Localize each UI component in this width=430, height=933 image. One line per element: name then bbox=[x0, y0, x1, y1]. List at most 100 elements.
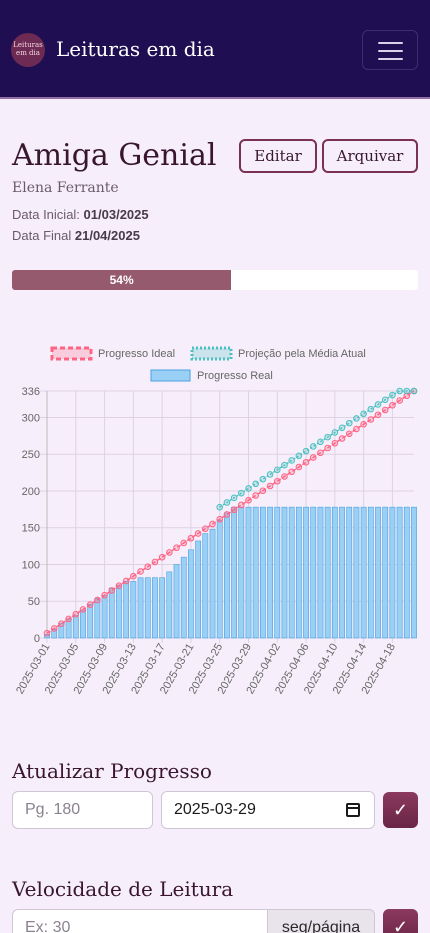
end-date-line: Data Final 21/04/2025 bbox=[12, 228, 140, 243]
point-progresso-ideal bbox=[72, 610, 80, 618]
point-progresso-ideal bbox=[324, 444, 331, 452]
point-progresso-ideal bbox=[288, 468, 295, 476]
point-projecao-media bbox=[403, 387, 411, 395]
point-projecao-media bbox=[374, 401, 382, 408]
bar-progresso-real bbox=[216, 520, 223, 639]
point-progresso-ideal bbox=[345, 430, 353, 438]
bar-progresso-real bbox=[360, 506, 367, 639]
start-date-line: Data Inicial: 01/03/2025 bbox=[12, 207, 149, 222]
point-projecao-media bbox=[410, 387, 418, 395]
point-projecao-media bbox=[396, 387, 403, 395]
bar-progresso-real bbox=[58, 622, 65, 639]
bar-progresso-real bbox=[382, 506, 389, 639]
point-progresso-ideal bbox=[360, 420, 367, 428]
bar-progresso-real bbox=[288, 506, 295, 639]
brand-title[interactable]: Leituras em dia bbox=[56, 37, 215, 61]
bar-progresso-real bbox=[331, 506, 338, 639]
point-progresso-ideal bbox=[230, 506, 238, 514]
point-progresso-ideal bbox=[309, 454, 317, 461]
point-progresso-ideal bbox=[295, 463, 303, 471]
speed-input[interactable]: Ex: 30 bbox=[12, 909, 268, 933]
update-progress-submit-button[interactable]: ✓ bbox=[383, 792, 418, 828]
point-progresso-ideal bbox=[273, 477, 281, 485]
point-progresso-ideal bbox=[108, 587, 116, 594]
bar-progresso-real bbox=[195, 540, 202, 639]
page-input[interactable]: Pg. 180 bbox=[12, 791, 153, 829]
bar-progresso-real bbox=[259, 506, 266, 639]
legend-label-real: Progresso Real bbox=[197, 370, 273, 382]
speed-submit-button[interactable]: ✓ bbox=[383, 909, 418, 933]
point-projecao-media bbox=[302, 447, 310, 455]
bar-progresso-real bbox=[159, 577, 166, 639]
point-progresso-ideal bbox=[115, 582, 123, 590]
point-progresso-ideal bbox=[367, 416, 375, 423]
navbar: Leituras em dia Leituras em dia bbox=[0, 0, 430, 99]
bar-progresso-real bbox=[339, 506, 345, 639]
point-projecao-media bbox=[216, 503, 224, 511]
edit-button[interactable]: Editar bbox=[239, 139, 317, 173]
point-projecao-media bbox=[245, 485, 252, 492]
bar-progresso-real bbox=[303, 506, 309, 639]
point-projecao-media bbox=[381, 396, 389, 404]
point-projecao-media bbox=[230, 494, 238, 502]
legend-swatch-projection bbox=[190, 346, 233, 361]
bar-progresso-real bbox=[389, 506, 396, 639]
y-tick-label: 50 bbox=[28, 596, 40, 608]
progress-bar-fill: 54% bbox=[12, 270, 232, 290]
point-progresso-ideal bbox=[266, 482, 274, 490]
bar-progresso-real bbox=[267, 506, 273, 639]
bar-progresso-real bbox=[94, 598, 101, 639]
y-tick-label: 150 bbox=[22, 523, 40, 535]
end-date-label: Data Final bbox=[12, 228, 72, 243]
point-progresso-ideal bbox=[302, 458, 310, 466]
point-progresso-ideal bbox=[202, 525, 209, 533]
point-projecao-media bbox=[389, 391, 396, 399]
point-progresso-ideal bbox=[331, 439, 339, 447]
y-tick-label: 100 bbox=[22, 559, 40, 571]
bar-progresso-real bbox=[231, 506, 237, 639]
update-progress-title: Atualizar Progresso bbox=[12, 759, 212, 783]
calendar-icon[interactable] bbox=[346, 803, 360, 817]
point-progresso-ideal bbox=[101, 591, 108, 599]
start-date-value: 01/03/2025 bbox=[83, 207, 149, 222]
y-tick-label: 250 bbox=[22, 449, 40, 461]
point-progresso-ideal bbox=[374, 411, 382, 419]
bar-progresso-real bbox=[310, 506, 317, 639]
archive-button[interactable]: Arquivar bbox=[322, 139, 418, 173]
app-logo[interactable]: Leituras em dia bbox=[11, 33, 45, 67]
point-projecao-media bbox=[252, 480, 259, 488]
date-input[interactable]: 2025-03-29 bbox=[161, 791, 375, 829]
point-projecao-media bbox=[259, 475, 267, 483]
bar-progresso-real bbox=[152, 577, 158, 639]
speed-unit-addon: seg/página bbox=[267, 909, 375, 933]
legend-label-ideal: Progresso Ideal bbox=[98, 348, 175, 360]
point-progresso-ideal bbox=[158, 553, 166, 561]
point-progresso-ideal bbox=[79, 606, 87, 613]
logo-line-2: em dia bbox=[16, 49, 40, 57]
bar-progresso-real bbox=[80, 609, 86, 639]
bar-progresso-real bbox=[403, 506, 410, 639]
point-projecao-media bbox=[295, 452, 303, 460]
y-tick-label: 300 bbox=[22, 412, 40, 424]
point-progresso-ideal bbox=[130, 572, 137, 580]
start-date-label: Data Inicial: bbox=[12, 207, 80, 222]
y-tick-label: 200 bbox=[22, 486, 40, 498]
point-progresso-ideal bbox=[180, 539, 188, 547]
point-progresso-ideal bbox=[396, 397, 403, 404]
y-tick-label: 0 bbox=[34, 633, 40, 645]
point-projecao-media bbox=[324, 433, 331, 441]
point-progresso-ideal bbox=[259, 487, 267, 495]
point-progresso-ideal bbox=[252, 492, 259, 499]
point-progresso-ideal bbox=[237, 501, 245, 509]
bar-progresso-real bbox=[317, 506, 324, 639]
point-projecao-media bbox=[353, 415, 360, 422]
bar-progresso-real bbox=[116, 584, 122, 639]
point-projecao-media bbox=[273, 466, 281, 474]
hamburger-menu-icon-line bbox=[378, 58, 403, 60]
menu-toggle-button[interactable] bbox=[362, 30, 418, 70]
point-projecao-media bbox=[338, 424, 346, 432]
point-projecao-media bbox=[331, 429, 339, 436]
logo-line-1: Leituras bbox=[13, 41, 43, 49]
point-progresso-ideal bbox=[144, 563, 152, 571]
point-progresso-ideal bbox=[151, 558, 159, 566]
